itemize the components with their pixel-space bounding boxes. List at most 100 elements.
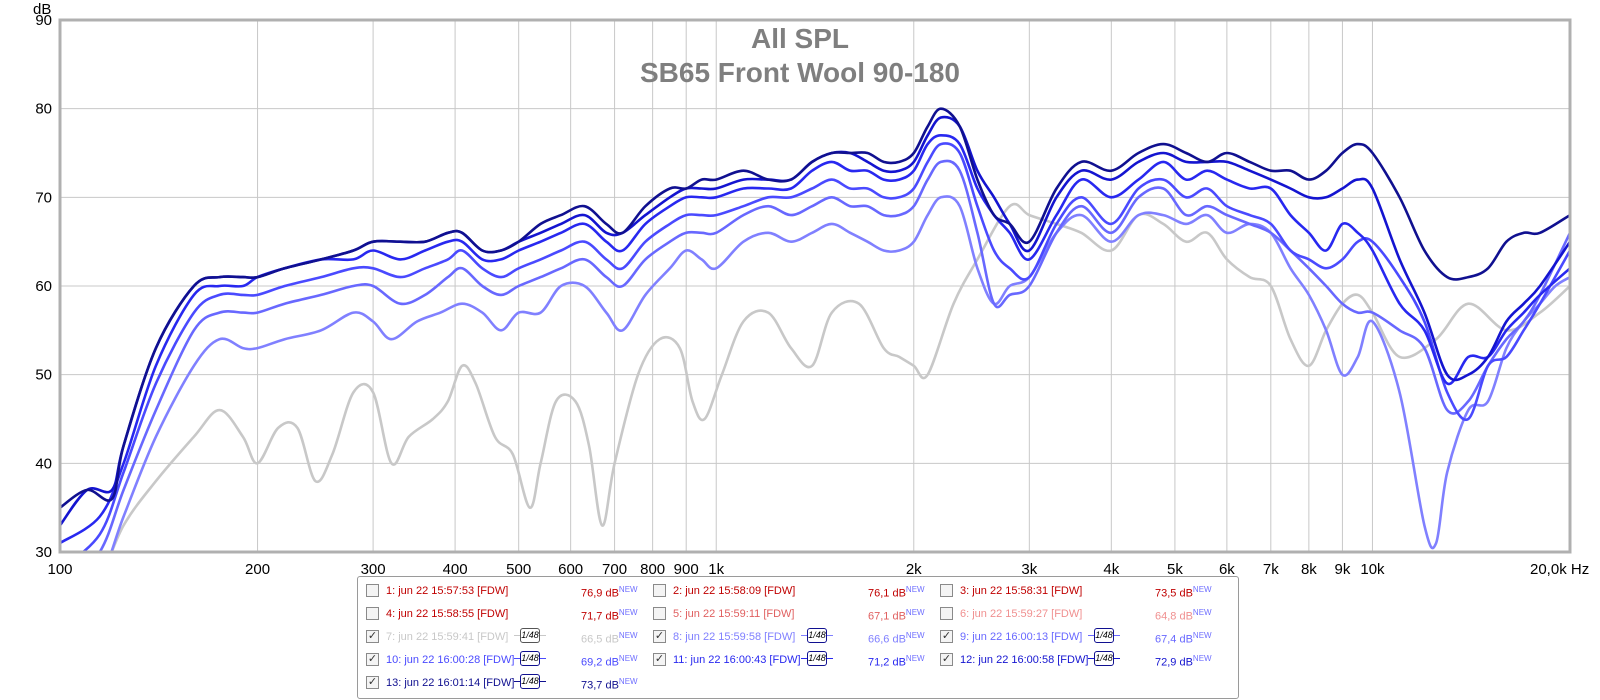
legend-value-text: 66,6 dB xyxy=(868,633,906,646)
legend-checkbox[interactable] xyxy=(940,607,953,620)
new-badge: NEW xyxy=(618,654,638,663)
legend-item[interactable]: 2: jun 22 15:58:09 [FDW] 76,1 dBNEW xyxy=(653,581,933,603)
legend-label: 2: jun 22 15:58:09 [FDW] xyxy=(673,585,796,597)
legend-value: 64,8 dBNEW xyxy=(1155,608,1212,623)
y-tick-label: 70 xyxy=(35,189,52,206)
x-tick-label: 100 xyxy=(47,561,72,578)
legend-item[interactable]: ✓ 13: jun 22 16:01:14 [FDW] 1/48 73,7 dBNEW xyxy=(366,673,646,695)
y-tick-label: 30 xyxy=(35,544,52,561)
legend-value: 69,2 dBNEW xyxy=(581,654,638,669)
series-line-7 xyxy=(110,202,1570,552)
legend-item[interactable]: ✓ 10: jun 22 16:00:28 [FDW] 1/48 69,2 dBNEW xyxy=(366,650,646,672)
legend-value: 71,7 dBNEW xyxy=(581,608,638,623)
legend-item[interactable]: 4: jun 22 15:58:55 [FDW] 71,7 dBNEW xyxy=(366,604,646,626)
legend-value-text: 73,5 dB xyxy=(1155,587,1193,600)
x-tick-label: 4k xyxy=(1103,561,1119,578)
series-line-11 xyxy=(60,134,1570,545)
legend-item[interactable]: 1: jun 22 15:57:53 [FDW] 76,9 dBNEW xyxy=(366,581,646,603)
x-tick-label: 900 xyxy=(674,561,699,578)
legend-value-text: 71,2 dB xyxy=(868,656,906,669)
x-tick-label: 9k xyxy=(1335,561,1351,578)
smoothing-icon: 1/48 xyxy=(801,628,833,644)
x-tick-label: 600 xyxy=(558,561,583,578)
y-tick-label: 50 xyxy=(35,367,52,384)
smoothing-icon: 1/48 xyxy=(514,628,546,644)
legend-label: 3: jun 22 15:58:31 [FDW] xyxy=(960,585,1083,597)
legend-item[interactable]: ✓ 12: jun 22 16:00:58 [FDW] 1/48 72,9 dBNEW xyxy=(940,650,1220,672)
legend-item[interactable]: ✓ 8: jun 22 15:59:58 [FDW] 1/48 66,6 dBNEW xyxy=(653,627,933,649)
smoothing-label: 1/48 xyxy=(520,651,540,666)
y-axis-label: dB xyxy=(33,1,51,18)
x-tick-label: 1k xyxy=(708,561,724,578)
x-tick-label: 20,0k Hz xyxy=(1530,561,1589,578)
legend-checkbox[interactable] xyxy=(366,607,379,620)
smoothing-icon: 1/48 xyxy=(514,674,546,690)
x-tick-label: 400 xyxy=(443,561,468,578)
new-badge: NEW xyxy=(618,631,638,640)
legend-value-text: 67,4 dB xyxy=(1155,633,1193,646)
legend-item[interactable]: 5: jun 22 15:59:11 [FDW] 67,1 dBNEW xyxy=(653,604,933,626)
legend-item[interactable]: 3: jun 22 15:58:31 [FDW] 73,5 dBNEW xyxy=(940,581,1220,603)
legend-checkbox[interactable] xyxy=(366,584,379,597)
legend-value: 66,5 dBNEW xyxy=(581,631,638,646)
legend-value: 67,1 dBNEW xyxy=(868,608,925,623)
legend: 1: jun 22 15:57:53 [FDW] 76,9 dBNEW 2: jun… xyxy=(357,576,1239,699)
x-tick-label: 300 xyxy=(361,561,386,578)
new-badge: NEW xyxy=(905,631,925,640)
legend-checkbox[interactable]: ✓ xyxy=(653,653,666,666)
new-badge: NEW xyxy=(905,608,925,617)
legend-checkbox[interactable]: ✓ xyxy=(653,630,666,643)
y-tick-label: 40 xyxy=(35,455,52,472)
series-line-9 xyxy=(98,159,1570,552)
legend-value: 71,2 dBNEW xyxy=(868,654,925,669)
legend-value-text: 64,8 dB xyxy=(1155,610,1193,623)
legend-label: 12: jun 22 16:00:58 [FDW] xyxy=(960,654,1089,666)
new-badge: NEW xyxy=(905,654,925,663)
legend-checkbox[interactable]: ✓ xyxy=(366,630,379,643)
smoothing-icon: 1/48 xyxy=(1088,651,1120,667)
legend-item[interactable]: ✓ 11: jun 22 16:00:43 [FDW] 1/48 71,2 dBNEW xyxy=(653,650,933,672)
legend-checkbox[interactable]: ✓ xyxy=(366,676,379,689)
legend-label: 9: jun 22 16:00:13 [FDW] xyxy=(960,631,1083,643)
smoothing-icon: 1/48 xyxy=(801,651,833,667)
legend-label: 7: jun 22 15:59:41 [FDW] xyxy=(386,631,509,643)
legend-value-text: 67,1 dB xyxy=(868,610,906,623)
legend-checkbox[interactable]: ✓ xyxy=(940,630,953,643)
legend-value: 76,9 dBNEW xyxy=(581,585,638,600)
smoothing-label: 1/48 xyxy=(520,628,540,643)
x-tick-label: 500 xyxy=(506,561,531,578)
chart-subtitle: SB65 Front Wool 90-180 xyxy=(640,57,960,88)
y-tick-label: 90 xyxy=(35,12,52,29)
legend-label: 5: jun 22 15:59:11 [FDW] xyxy=(673,608,795,620)
legend-value-text: 72,9 dB xyxy=(1155,656,1193,669)
smoothing-icon: 1/48 xyxy=(514,651,546,667)
x-tick-label: 7k xyxy=(1263,561,1279,578)
legend-checkbox[interactable] xyxy=(653,584,666,597)
legend-item[interactable]: ✓ 7: jun 22 15:59:41 [FDW] 1/48 66,5 dBNEW xyxy=(366,627,646,649)
plot-border xyxy=(58,18,1572,554)
legend-checkbox[interactable]: ✓ xyxy=(940,653,953,666)
legend-value-text: 71,7 dB xyxy=(581,610,619,623)
legend-value: 66,6 dBNEW xyxy=(868,631,925,646)
smoothing-label: 1/48 xyxy=(520,674,540,689)
x-tick-label: 2k xyxy=(906,561,922,578)
new-badge: NEW xyxy=(618,608,638,617)
legend-checkbox[interactable]: ✓ xyxy=(366,653,379,666)
x-tick-label: 800 xyxy=(640,561,665,578)
legend-checkbox[interactable] xyxy=(940,584,953,597)
smoothing-label: 1/48 xyxy=(807,628,827,643)
x-tick-label: 10k xyxy=(1360,561,1385,578)
legend-item[interactable]: ✓ 9: jun 22 16:00:13 [FDW] 1/48 67,4 dBNEW xyxy=(940,627,1220,649)
legend-checkbox[interactable] xyxy=(653,607,666,620)
new-badge: NEW xyxy=(905,585,925,594)
legend-value-text: 66,5 dB xyxy=(581,633,619,646)
new-badge: NEW xyxy=(1192,608,1212,617)
legend-item[interactable]: 6: jun 22 15:59:27 [FDW] 64,8 dBNEW xyxy=(940,604,1220,626)
y-tick-label: 80 xyxy=(35,101,52,118)
chart-title: All SPL xyxy=(751,23,849,54)
legend-value-text: 76,1 dB xyxy=(868,587,906,600)
series-layer xyxy=(60,107,1570,552)
legend-value: 67,4 dBNEW xyxy=(1155,631,1212,646)
smoothing-label: 1/48 xyxy=(1094,628,1114,643)
